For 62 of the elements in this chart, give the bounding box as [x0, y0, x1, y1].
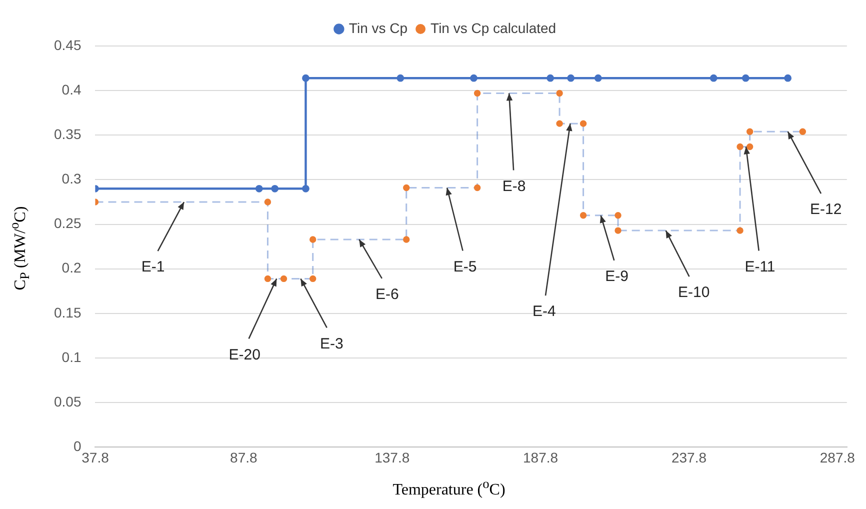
annotation: E-20 — [228, 346, 260, 364]
y-tick-label: 0.4 — [62, 81, 82, 98]
point — [396, 74, 404, 82]
point — [614, 212, 622, 219]
point — [799, 128, 806, 135]
point — [271, 184, 279, 192]
point — [403, 236, 410, 243]
point — [403, 184, 410, 192]
annotation: E-10 — [678, 284, 710, 302]
y-tick-label: 0.3 — [62, 170, 82, 187]
annotation: E-9 — [605, 268, 628, 286]
y-tick-label: 0.25 — [54, 215, 82, 232]
point — [556, 120, 563, 127]
point — [784, 74, 792, 82]
point — [474, 90, 481, 97]
point — [255, 184, 263, 192]
point — [280, 275, 288, 282]
point — [742, 74, 750, 82]
point — [310, 236, 316, 243]
y-tick-label: 0 — [73, 438, 82, 454]
point — [546, 74, 554, 82]
x-tick-label: 37.8 — [82, 449, 110, 466]
x-tick-label: 187.8 — [523, 449, 558, 466]
point — [736, 227, 744, 234]
x-tick-label: 87.8 — [230, 449, 258, 466]
point — [710, 74, 718, 82]
point — [302, 74, 310, 82]
point — [567, 74, 575, 82]
point — [594, 74, 602, 82]
annotation: E-8 — [502, 178, 526, 195]
point — [302, 184, 310, 192]
point — [556, 90, 563, 97]
y-tick-label: 0.05 — [54, 393, 82, 410]
y-tick-label: 0.45 — [54, 36, 82, 53]
legend-label: Tin vs Cp — [348, 20, 408, 36]
annotation: E-5 — [453, 258, 477, 276]
point — [614, 227, 622, 234]
annotation: E-11 — [744, 258, 776, 276]
x-tick-label: 287.8 — [820, 449, 856, 466]
x-axis-title: Temperature ($^{o}$C) — [392, 476, 506, 500]
point — [310, 275, 316, 282]
point — [746, 128, 754, 135]
annotation: E-1 — [141, 258, 165, 276]
annotation: E-4 — [532, 303, 556, 320]
point — [580, 212, 587, 219]
point — [264, 275, 272, 282]
point — [580, 120, 587, 127]
y-tick-label: 0.2 — [62, 260, 82, 276]
y-tick-label: 0.15 — [54, 304, 82, 320]
point — [736, 143, 744, 150]
point — [474, 184, 481, 192]
point — [470, 74, 478, 82]
annotation: E-3 — [320, 335, 344, 352]
x-tick-label: 137.8 — [374, 449, 410, 466]
legend-label: Tin vs Cp calculated — [430, 20, 556, 36]
annotation: E-6 — [375, 286, 399, 304]
y-tick-label: 0.1 — [62, 348, 82, 365]
point — [264, 198, 272, 206]
point — [746, 143, 754, 150]
y-tick-label: 0.35 — [54, 126, 82, 142]
x-tick-label: 237.8 — [671, 449, 707, 466]
annotation: E-12 — [810, 201, 842, 218]
